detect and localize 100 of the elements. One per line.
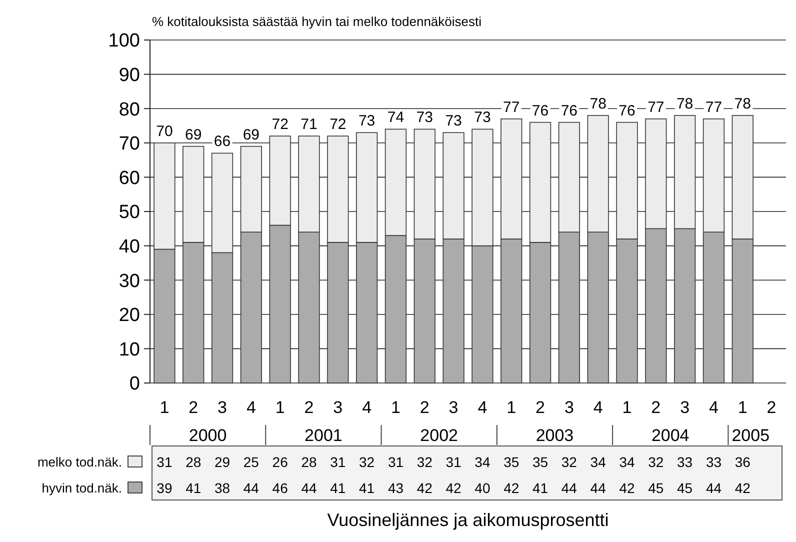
data-label: 46 — [272, 480, 288, 496]
total-label: 77 — [503, 98, 520, 116]
data-label: 41 — [532, 480, 548, 496]
x-tick-label: 4 — [593, 398, 603, 417]
y-tick-label: 100 — [108, 30, 140, 52]
data-label: 32 — [561, 454, 578, 470]
total-label: 69 — [242, 126, 260, 144]
data-label: 32 — [359, 454, 375, 470]
data-label: 41 — [330, 480, 346, 496]
data-label: 33 — [706, 454, 722, 470]
data-label: 34 — [590, 454, 606, 470]
x-tick-label: 2 — [420, 398, 430, 417]
x-tick-label: 1 — [390, 398, 400, 417]
x-tick-label: 3 — [218, 398, 228, 417]
total-label: 76 — [618, 102, 636, 120]
y-tick-label: 20 — [118, 305, 140, 326]
total-label: 73 — [416, 109, 433, 126]
data-label: 42 — [504, 480, 520, 496]
total-label: 71 — [300, 116, 318, 134]
data-label: 35 — [504, 454, 520, 470]
data-label: 42 — [619, 480, 635, 496]
legend-label: melko tod.näk. — [37, 454, 122, 470]
text: 2003 — [536, 426, 574, 445]
data-label: 28 — [186, 454, 202, 470]
total-label: 76 — [560, 102, 578, 120]
total-label: 72 — [272, 116, 288, 134]
total-label: 74 — [387, 109, 404, 126]
x-tick-label: 1 — [275, 398, 285, 417]
y-axis-title: % kotitalouksista säästää hyvin tai melko todennäköisesti — [152, 14, 482, 29]
text: 2000 — [188, 426, 227, 445]
y-tick-label: 70 — [118, 134, 140, 155]
data-label: 34 — [474, 454, 490, 470]
total-label: 77 — [705, 98, 722, 116]
data-label: 45 — [648, 480, 664, 496]
y-tick-label: 40 — [118, 236, 140, 258]
x-tick-label: 2 — [536, 398, 546, 417]
text: 2001 — [304, 426, 342, 445]
data-label: 38 — [214, 480, 230, 496]
legend-label: hyvin tod.näk. — [42, 480, 122, 496]
data-label: 44 — [301, 480, 317, 496]
data-label: 39 — [156, 480, 172, 496]
data-label: 34 — [619, 454, 635, 470]
total-label: 66 — [214, 133, 231, 150]
x-tick-label: 1 — [506, 398, 516, 417]
text: 2002 — [420, 426, 458, 445]
y-tick-label: 60 — [118, 168, 140, 189]
x-tick-label: 1 — [160, 398, 170, 417]
y-tick-label: 80 — [118, 99, 140, 120]
x-tick-label: 4 — [708, 398, 718, 417]
data-label: 41 — [359, 480, 375, 496]
y-tick-label: 30 — [118, 270, 140, 292]
data-label: 31 — [330, 454, 346, 470]
total-label: 78 — [734, 95, 751, 112]
total-label: 72 — [330, 116, 346, 134]
data-label: 32 — [416, 454, 433, 470]
x-tick-label: 4 — [246, 398, 256, 417]
y-tick-label: 0 — [129, 374, 140, 395]
data-label: 26 — [272, 454, 288, 470]
total-label: 70 — [156, 122, 173, 140]
x-tick-label: 3 — [448, 398, 458, 417]
x-tick-label: 4 — [362, 398, 372, 417]
data-label: 32 — [648, 454, 664, 470]
x-tick-label: 1 — [738, 398, 748, 417]
data-label: 42 — [446, 480, 462, 496]
y-tick-label: 90 — [118, 64, 140, 86]
total-label: 73 — [358, 112, 376, 130]
data-label: 44 — [561, 480, 578, 496]
x-tick-label: 2 — [651, 398, 661, 417]
total-label: 78 — [676, 95, 694, 112]
data-label: 45 — [677, 480, 693, 496]
data-label: 35 — [532, 454, 548, 470]
total-label: 77 — [648, 98, 664, 116]
data-label: 33 — [677, 454, 693, 470]
data-label: 36 — [734, 454, 751, 470]
data-label: 43 — [388, 480, 404, 496]
data-label: 28 — [301, 454, 317, 470]
data-label: 44 — [706, 480, 722, 496]
data-label: 40 — [474, 480, 490, 496]
total-label: 73 — [474, 109, 491, 126]
data-label: 31 — [156, 454, 172, 470]
x-tick-label: 3 — [680, 398, 690, 417]
y-tick-label: 50 — [118, 202, 140, 224]
data-label: 44 — [590, 480, 606, 496]
total-label: 78 — [590, 95, 606, 112]
data-label: 42 — [416, 480, 433, 496]
y-tick-label: 10 — [118, 339, 140, 360]
x-tick-label: 2 — [766, 398, 776, 417]
data-label: 44 — [243, 480, 260, 496]
data-label: 29 — [214, 454, 230, 470]
x-tick-label: 3 — [333, 398, 343, 417]
text: 2004 — [651, 426, 690, 445]
data-label: 25 — [243, 454, 260, 470]
x-tick-label: 4 — [478, 398, 488, 417]
total-label: 76 — [532, 102, 549, 120]
text: 2005 — [732, 426, 770, 445]
data-label: 41 — [186, 480, 202, 496]
x-tick-label: 3 — [564, 398, 574, 417]
x-tick-label: 1 — [622, 398, 632, 417]
data-label: 31 — [446, 454, 462, 470]
x-tick-label: 2 — [304, 398, 314, 417]
